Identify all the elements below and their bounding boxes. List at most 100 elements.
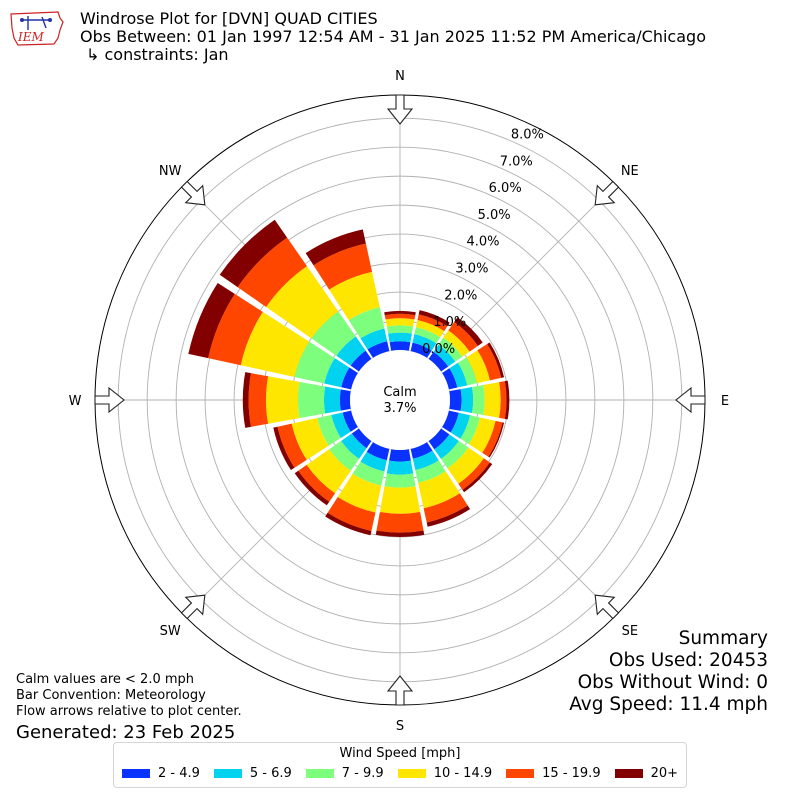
constraints: ↳ constraints: Jan — [86, 45, 229, 64]
bar-segment — [384, 313, 416, 320]
flow-arrow-SE — [594, 594, 620, 620]
bar-segment — [385, 318, 415, 327]
summary-title: Summary — [678, 628, 768, 649]
bar-segment — [426, 505, 471, 527]
bar-WSW — [273, 410, 358, 471]
bar-NW — [219, 219, 372, 372]
obs-used: Obs Used: 20453 — [608, 650, 768, 671]
bar-segment — [468, 417, 496, 453]
bar-segment — [348, 307, 385, 339]
bar-ENE — [442, 342, 505, 390]
bar-segment — [499, 381, 507, 419]
bar-segment — [317, 414, 341, 446]
bar-segment — [410, 442, 433, 459]
bar-segment — [306, 449, 351, 494]
legend-label: 7 - 9.9 — [341, 766, 384, 781]
flow-arrow-SW — [180, 594, 206, 620]
legend-label: 20+ — [650, 766, 679, 781]
bar-convention-note: Bar Convention: Meteorology — [16, 688, 206, 703]
bar-segment — [482, 420, 503, 457]
bar-segment — [305, 229, 366, 266]
bar-segment — [337, 473, 382, 513]
obs-range: Obs Between: 01 Jan 1997 12:54 AM - 31 J… — [80, 27, 706, 46]
bar-segment — [415, 320, 445, 338]
bar-SSE — [410, 442, 471, 527]
direction-label: E — [721, 394, 729, 409]
bar-segment — [384, 310, 416, 316]
bar-segment — [443, 330, 470, 357]
legend: Wind Speed [mph] 2 - 4.9 5 - 6.9 7 - 9.9 10… — [113, 742, 687, 788]
flow-arrow-E — [675, 386, 706, 414]
bar-segment — [504, 380, 510, 420]
bar-segment — [447, 447, 484, 484]
flow-arrow-N — [386, 94, 414, 125]
bar-segment — [323, 386, 341, 414]
bar-segment — [457, 357, 478, 386]
bar-segment — [242, 372, 251, 428]
bar-segment — [460, 387, 474, 413]
bar-segment — [240, 311, 310, 378]
summary-block: Summary Obs Used: 20453 Obs Without Wind… — [569, 628, 768, 716]
bar-segment — [440, 440, 469, 469]
radial-tick-label: 3.0% — [455, 261, 488, 276]
bar-segment — [327, 496, 376, 531]
legend-label: 10 - 14.9 — [433, 766, 493, 781]
bar-segment — [418, 310, 450, 327]
bar-segment — [462, 462, 493, 493]
bar-WNW — [188, 282, 358, 390]
bar-SE — [428, 428, 493, 493]
bar-segment — [265, 376, 300, 424]
bar-segment — [350, 350, 372, 372]
iem-logo: IEM — [10, 11, 64, 46]
bar-segment — [386, 460, 414, 475]
bar-segment — [477, 344, 502, 381]
bar-segment — [449, 362, 468, 388]
flow-arrow-W — [94, 386, 125, 414]
bar-segment — [336, 336, 366, 366]
chart-header: Windrose Plot for [DVN] QUAD CITIES Obs … — [80, 10, 706, 64]
calm-value: 3.7% — [383, 401, 416, 416]
bar-segment — [341, 367, 358, 390]
flow-arrow-NE — [594, 180, 620, 206]
bar-segment — [366, 442, 390, 461]
bar-segment — [488, 422, 505, 458]
calm-circle — [350, 350, 450, 450]
bar-segment — [294, 341, 335, 384]
bar-segment — [438, 337, 463, 362]
legend-item: 20+ — [614, 766, 679, 781]
bar-SSW — [325, 442, 390, 536]
radial-tick-label: 0.0% — [422, 342, 455, 357]
legend-item: 5 - 6.9 — [213, 766, 292, 781]
bar-segment — [342, 410, 358, 432]
bar-segment — [388, 332, 412, 343]
bar-segment — [294, 470, 330, 506]
direction-label: NE — [621, 164, 639, 179]
obs-without-wind: Obs Without Wind: 0 — [577, 672, 768, 693]
bar-segment — [331, 412, 351, 438]
direction-label: SW — [160, 624, 181, 639]
bar-segment — [375, 530, 425, 537]
bar-segment — [329, 440, 360, 471]
svg-text:IEM: IEM — [17, 30, 45, 44]
radial-tick-label: 8.0% — [511, 128, 544, 143]
bar-segment — [297, 381, 326, 419]
calm-label: Calm — [383, 385, 416, 400]
legend-items: 2 - 4.9 5 - 6.9 7 - 9.9 10 - 14.9 15 - 19.9 2… — [114, 766, 686, 781]
legend-swatch — [397, 769, 426, 778]
direction-label: N — [395, 69, 405, 84]
bar-segment — [351, 428, 372, 449]
bar-segment — [442, 368, 458, 390]
bar-segment — [313, 243, 373, 290]
flow-arrow-note: Flow arrows relative to plot center. — [16, 704, 242, 719]
bar-segment — [448, 322, 478, 352]
direction-label: S — [396, 719, 404, 734]
bar-segment — [415, 460, 446, 483]
radial-tick-label: 5.0% — [478, 208, 511, 223]
axis-labels: N NE E SE S SW W NW 0.0% 1.0% 2.0% 3.0% 4.0% 5.0% 6.0%… — [69, 69, 730, 734]
bar-segment — [341, 433, 367, 459]
legend-item: 15 - 19.9 — [506, 766, 601, 781]
bar-segment — [460, 415, 480, 445]
bar-SW — [294, 428, 372, 506]
bar-segment — [433, 344, 456, 367]
bar-segment — [237, 237, 307, 307]
